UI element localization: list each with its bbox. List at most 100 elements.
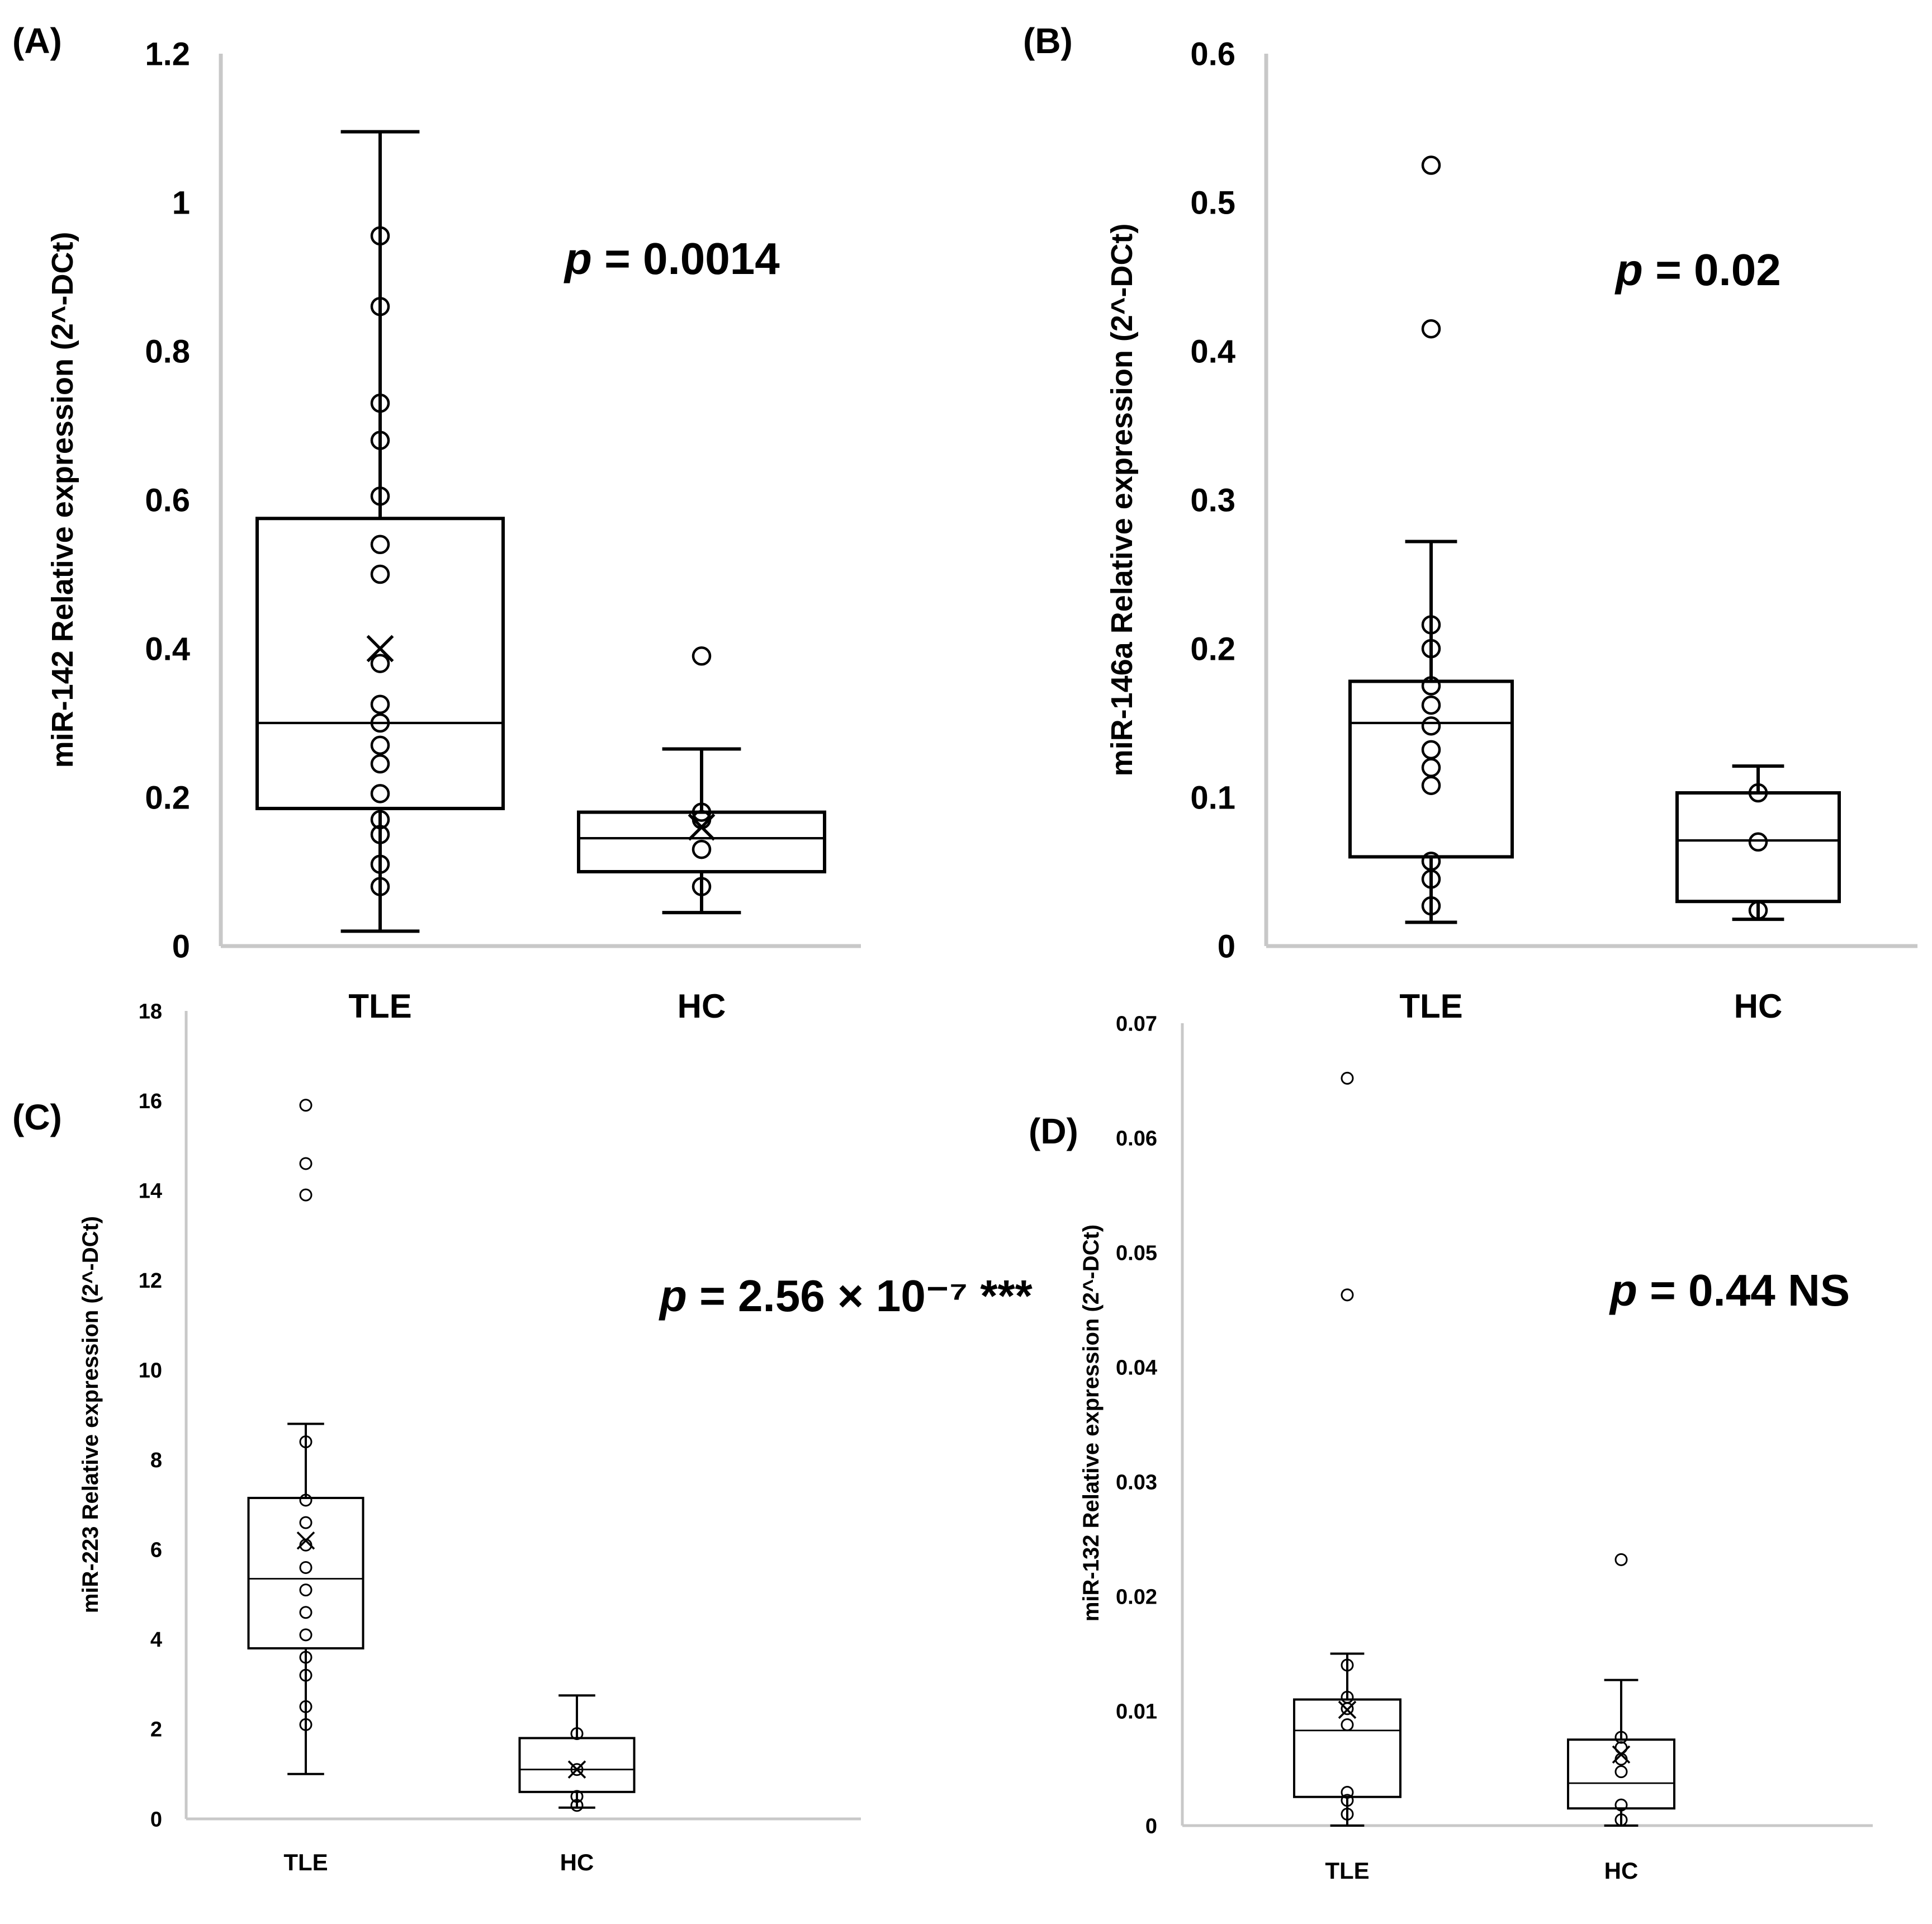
data-point — [299, 1668, 312, 1682]
y-tick-label: 0.6 — [145, 482, 190, 518]
y-tick-label: 0.05 — [1116, 1241, 1157, 1265]
p-value-text: = 2.56 × 10⁻⁷ *** — [687, 1271, 1033, 1321]
x-category-label: TLE — [1399, 987, 1462, 1025]
data-point — [370, 393, 390, 413]
panel-label: (D) — [1029, 1111, 1078, 1151]
y-axis-label: miR-132 Relative expression (2^-DCt) — [1079, 1225, 1104, 1622]
data-point — [1421, 695, 1441, 715]
data-point — [370, 694, 390, 714]
y-tick-label: 0 — [1218, 928, 1235, 965]
data-point — [692, 802, 712, 822]
data-point — [1341, 1288, 1354, 1302]
data-point — [1421, 896, 1441, 916]
data-point — [1421, 615, 1441, 635]
data-point — [1421, 155, 1441, 175]
data-point — [299, 1606, 312, 1619]
data-point — [1341, 1808, 1354, 1821]
p-value-annotation: p = 0.02 — [1614, 245, 1781, 295]
data-point — [570, 1799, 584, 1812]
data-point — [370, 854, 390, 874]
mean-marker — [296, 1531, 315, 1550]
y-tick-label: 0.03 — [1116, 1471, 1157, 1494]
p-symbol: p — [1609, 1265, 1637, 1315]
data-point — [1421, 740, 1441, 760]
data-point — [1614, 1765, 1628, 1779]
data-point — [299, 1583, 312, 1597]
data-point — [1614, 1813, 1628, 1827]
y-axis-label: miR-223 Relative expression (2^-DCt) — [78, 1216, 103, 1613]
y-tick-label: 10 — [139, 1359, 162, 1383]
mean-marker — [688, 813, 716, 841]
y-tick-label: 0.4 — [145, 631, 190, 667]
chart-panel: (D) 0 0.01 0.02 0.03 0.04 0.05 0.06 0.07 miR-132 … — [1029, 1012, 1873, 1884]
data-point — [299, 1628, 312, 1642]
data-point — [370, 754, 390, 774]
y-tick-label: 0.1 — [1190, 779, 1235, 816]
box-iqr — [1675, 791, 1841, 904]
p-symbol: p — [659, 1271, 687, 1321]
data-point — [692, 877, 712, 896]
box-iqr — [518, 1737, 636, 1793]
y-tick-label: 0 — [1145, 1814, 1157, 1838]
y-tick-label: 0 — [172, 928, 190, 965]
data-point — [370, 296, 390, 316]
data-point — [299, 1651, 312, 1664]
y-tick-label: 0 — [150, 1808, 162, 1831]
data-point — [1341, 1658, 1354, 1672]
x-category-label: HC — [1734, 987, 1783, 1025]
y-tick-label: 0.5 — [1190, 185, 1235, 221]
data-point — [370, 535, 390, 555]
mean-marker — [1612, 1745, 1631, 1764]
data-point — [370, 226, 390, 246]
data-point — [370, 784, 390, 803]
data-point — [1341, 1786, 1354, 1799]
y-tick-label: 0.2 — [1190, 631, 1235, 667]
data-point — [570, 1727, 584, 1740]
y-tick-label: 1.2 — [145, 36, 190, 72]
data-point — [1421, 639, 1441, 659]
data-point — [1421, 319, 1441, 339]
y-tick-label: 0.6 — [1190, 36, 1235, 72]
y-tick-label: 4 — [150, 1628, 162, 1652]
y-tick-label: 0.01 — [1116, 1700, 1157, 1723]
panel-label: (C) — [12, 1097, 62, 1137]
y-tick-label: 8 — [150, 1449, 162, 1472]
panel-label: (B) — [1023, 21, 1073, 61]
x-category-label: TLE — [348, 987, 411, 1025]
data-point — [370, 486, 390, 506]
x-category-label: HC — [560, 1849, 594, 1875]
data-point — [1614, 1798, 1628, 1812]
data-point — [1421, 676, 1441, 696]
x-category-label: TLE — [1325, 1857, 1369, 1884]
data-point — [1421, 852, 1441, 871]
data-point — [1421, 716, 1441, 736]
data-point — [1748, 832, 1768, 852]
p-value-text: = 0.02 — [1643, 245, 1781, 295]
data-point — [370, 825, 390, 844]
y-axis-label: miR-146a Relative expression (2^-DCt) — [1105, 224, 1139, 777]
data-point — [692, 839, 712, 859]
y-tick-label: 0.02 — [1116, 1585, 1157, 1609]
panel-label: (A) — [12, 21, 62, 61]
data-point — [1341, 1071, 1354, 1085]
p-value-annotation: p = 2.56 × 10⁻⁷ *** — [659, 1271, 1033, 1321]
p-value-text: = 0.44 NS — [1637, 1265, 1850, 1315]
y-tick-label: 16 — [139, 1090, 162, 1113]
box-iqr — [255, 517, 505, 810]
data-point — [299, 1435, 312, 1449]
y-axis-label: miR-142 Relative expression (2^-DCt) — [46, 232, 79, 768]
box-iqr — [1567, 1738, 1675, 1810]
data-point — [370, 654, 390, 673]
data-point — [299, 1493, 312, 1507]
y-tick-label: 12 — [139, 1269, 162, 1293]
data-point — [1748, 900, 1768, 920]
data-point — [299, 1157, 312, 1170]
chart-panel: (B) 0 0.1 0.2 0.3 0.4 0.5 0.6 miR-146a Relative … — [1023, 21, 1917, 1025]
x-category-label: HC — [678, 987, 726, 1025]
p-value-annotation: p = 0.0014 — [564, 234, 780, 283]
p-value-annotation: p = 0.44 NS — [1609, 1265, 1850, 1315]
y-tick-label: 0.4 — [1190, 333, 1235, 370]
data-point — [370, 877, 390, 896]
y-tick-label: 18 — [139, 1000, 162, 1023]
